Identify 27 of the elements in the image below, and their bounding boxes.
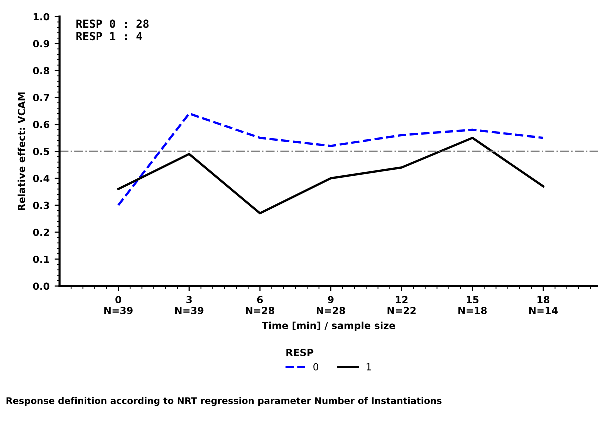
x-tick-label: 12 N=22 [388,296,416,314]
y-tick-label: 0.9 [33,40,50,48]
y-tick-label: 0.0 [33,282,50,290]
text: Response definition according to NRT regression parameter Number of Instantiations [6,397,442,406]
x-tick-label: 18 N=14 [529,296,558,314]
x-tick-label: 9 N=28 [317,296,346,314]
y-axis-title: Relative effect: VCAM [18,92,26,210]
line-series [117,112,545,207]
y-tick-label: 0.4 [33,174,50,182]
x-axis-title: Time [min] / sample size [262,322,396,332]
legend-title: RESP [286,349,314,356]
y-tick-label: 0.7 [33,94,50,102]
y-tick-label: 0.2 [33,228,50,236]
x-tick-label: 3 N=39 [175,296,204,314]
annotation: RESP 0 : 28 RESP 1 : 4 [76,20,149,41]
y-tick-label: 0.6 [33,121,50,128]
x-tick-label: 6 N=28 [246,296,275,314]
x-tick-label: 0 N=39 [104,296,133,314]
y-tick-label: 0.3 [33,202,50,210]
legend-label: 0 [314,363,319,371]
y-tick-label: 0.1 [33,256,50,264]
legend-label: 1 [366,363,372,371]
x-tick-label: 15 N=18 [458,296,487,314]
y-tick-label: 0.5 [33,148,50,156]
y-tick-label: 1.0 [34,13,50,21]
line-series [117,136,545,215]
y-tick-label: 0.8 [33,67,50,75]
